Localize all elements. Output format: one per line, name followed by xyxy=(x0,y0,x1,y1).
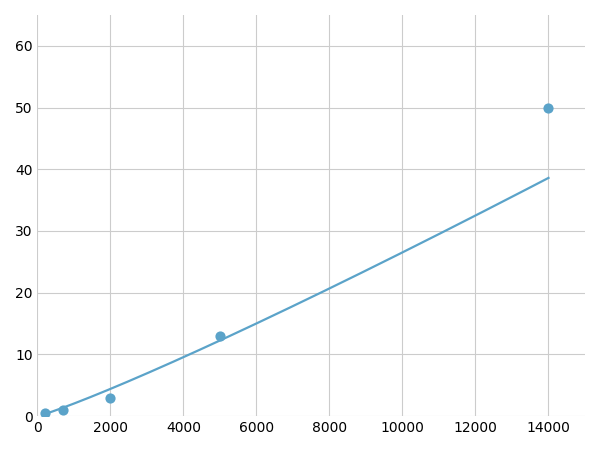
Point xyxy=(58,406,68,414)
Point xyxy=(544,104,553,111)
Point xyxy=(215,332,225,339)
Point xyxy=(106,394,115,401)
Point xyxy=(40,410,50,417)
